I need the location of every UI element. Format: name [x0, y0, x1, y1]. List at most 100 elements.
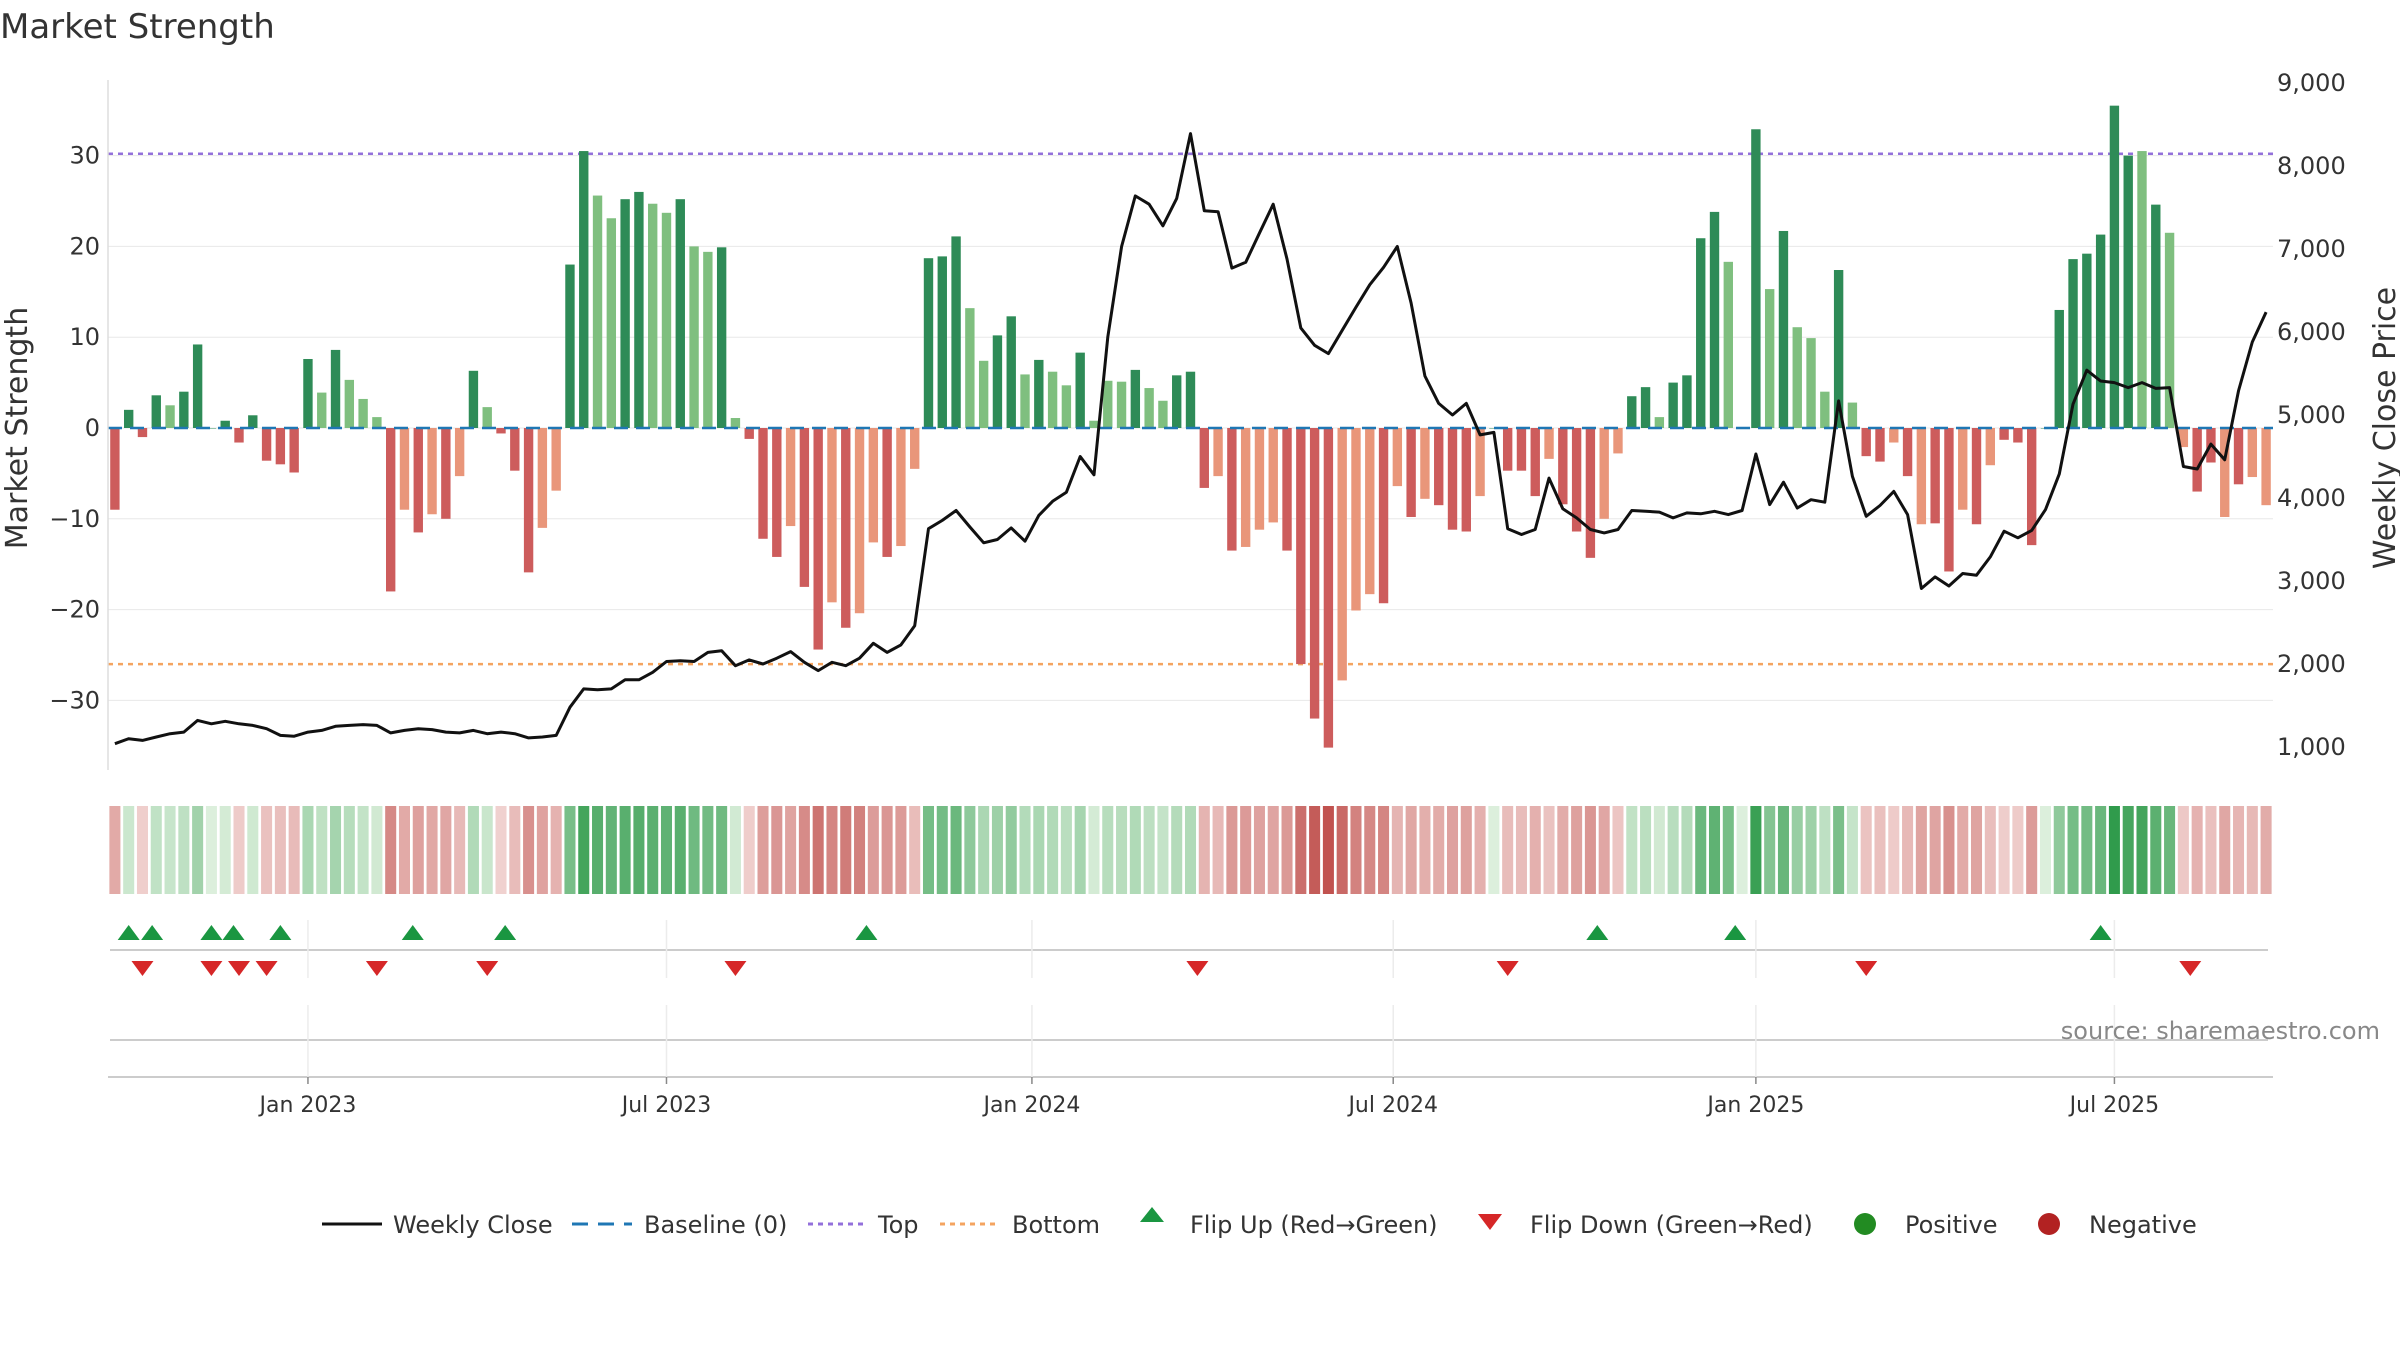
x-tick-label: Jan 2023: [257, 1093, 356, 1118]
flip-up-marker: [200, 925, 223, 940]
strength-bar: [1365, 428, 1375, 595]
legend-top-label: Top: [877, 1211, 919, 1239]
strength-bar: [634, 191, 644, 428]
left-tick-label: 0: [85, 414, 100, 442]
heat-cell: [1309, 806, 1321, 894]
strength-bar: [2220, 428, 2230, 517]
strength-bar: [2068, 259, 2078, 428]
strength-bar: [978, 360, 989, 428]
heat-cell: [605, 806, 617, 894]
heat-cell: [1874, 806, 1886, 894]
flip-up-marker: [141, 925, 164, 940]
strength-bar: [1627, 396, 1637, 428]
heat-cell: [1529, 806, 1541, 894]
strength-bar: [2026, 428, 2037, 546]
strength-bar: [2095, 234, 2106, 428]
heat-cell: [991, 806, 1003, 894]
strength-bar: [882, 428, 892, 557]
heat-cell: [2260, 806, 2272, 894]
heat-cell: [743, 806, 755, 894]
heat-cell: [909, 806, 921, 894]
strength-bar: [344, 379, 355, 428]
x-tick-label: Jan 2024: [981, 1093, 1080, 1118]
strength-bar: [372, 417, 382, 428]
heat-cell: [2067, 806, 2079, 894]
heat-cell: [674, 806, 686, 894]
heat-cell: [702, 806, 714, 894]
strength-bar: [827, 428, 837, 603]
strength-bar: [1751, 129, 1761, 428]
heat-cell: [2246, 806, 2258, 894]
heat-cell: [1240, 806, 1252, 894]
heat-cell: [1750, 806, 1762, 894]
strength-bar: [1764, 289, 1775, 428]
flip-up-marker: [1724, 925, 1747, 940]
heat-cell: [936, 806, 948, 894]
x-axis-ticks: Jan 2023 Jul 2023 Jan 2024 Jul 2024 Jan 2025…: [257, 1077, 2159, 1118]
strength-bar: [1889, 428, 1899, 443]
heat-cell: [840, 806, 852, 894]
x-tick-label: Jan 2025: [1705, 1093, 1804, 1118]
heat-cell: [343, 806, 355, 894]
right-tick-label: 9,000: [2277, 69, 2346, 97]
heat-cell: [964, 806, 976, 894]
strength-bar: [1268, 428, 1278, 523]
strength-bar: [303, 358, 313, 428]
heat-cell: [164, 806, 176, 894]
strength-bar: [1820, 391, 1830, 428]
heat-cell: [922, 806, 935, 894]
heat-cell: [1322, 806, 1334, 894]
strength-bar: [1447, 428, 1458, 530]
heat-cell: [1364, 806, 1376, 894]
heat-cell: [1405, 806, 1417, 894]
heat-cell: [1253, 806, 1265, 894]
heat-cell: [1998, 806, 2010, 894]
strength-bar: [1502, 428, 1513, 471]
strength-bar: [1006, 316, 1016, 428]
strength-bar: [1847, 402, 1858, 428]
reference-lines: [108, 152, 2273, 666]
strength-bar: [992, 335, 1003, 428]
heat-cell: [1681, 806, 1693, 894]
strength-bar: [689, 246, 699, 428]
strength-bar: [1944, 428, 1954, 572]
heat-cell: [1198, 806, 1210, 894]
legend-flip-up-label: Flip Up (Red→Green): [1190, 1211, 1438, 1239]
heat-cell: [1957, 806, 1969, 894]
right-tick-label: 4,000: [2277, 484, 2346, 512]
heat-cell: [357, 806, 369, 894]
strength-bar: [1861, 428, 1871, 457]
heat-cell: [1184, 806, 1197, 894]
right-tick-label: 3,000: [2277, 567, 2346, 595]
strength-bar: [1461, 428, 1471, 532]
strength-bar: [1227, 428, 1237, 551]
strength-bar: [1309, 428, 1320, 719]
strength-bar: [1999, 428, 2009, 440]
strength-bar: [1392, 428, 1403, 487]
strength-bar: [358, 398, 368, 428]
heat-cell: [109, 806, 121, 894]
strength-bar: [620, 199, 630, 428]
strength-bar: [234, 428, 244, 443]
strength-bar: [744, 428, 754, 439]
left-tick-label: −20: [49, 596, 100, 624]
bottom-panel: [108, 1005, 2273, 1078]
x-tick-label: Jul 2023: [620, 1093, 712, 1118]
left-tick-label: −10: [49, 505, 100, 533]
flip-down-marker: [1855, 961, 1878, 976]
heat-cell: [385, 806, 397, 894]
strength-bar: [661, 212, 672, 428]
strength-bar: [261, 428, 272, 461]
heat-cell: [261, 806, 273, 894]
heat-cell: [1736, 806, 1748, 894]
heat-cell: [1764, 806, 1776, 894]
heat-cell: [550, 806, 562, 894]
heat-cell: [1888, 806, 1900, 894]
heat-cell: [1943, 806, 1955, 894]
strength-bar: [482, 407, 492, 428]
legend-bottom-label: Bottom: [1012, 1211, 1100, 1239]
heat-cell: [2039, 806, 2051, 894]
strength-bar: [703, 251, 713, 428]
heat-cell: [1598, 806, 1610, 894]
strength-bar: [1475, 428, 1485, 497]
